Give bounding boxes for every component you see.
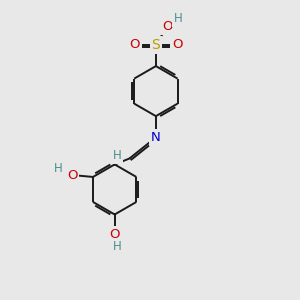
Text: H: H xyxy=(113,240,122,253)
Text: H: H xyxy=(174,12,183,25)
Text: O: O xyxy=(172,38,182,51)
Text: S: S xyxy=(152,38,160,52)
Text: O: O xyxy=(110,228,120,241)
Text: O: O xyxy=(67,169,78,182)
Text: O: O xyxy=(162,20,172,33)
Text: O: O xyxy=(129,38,140,51)
Text: N: N xyxy=(151,131,161,144)
Text: H: H xyxy=(112,149,121,162)
Text: H: H xyxy=(54,163,63,176)
